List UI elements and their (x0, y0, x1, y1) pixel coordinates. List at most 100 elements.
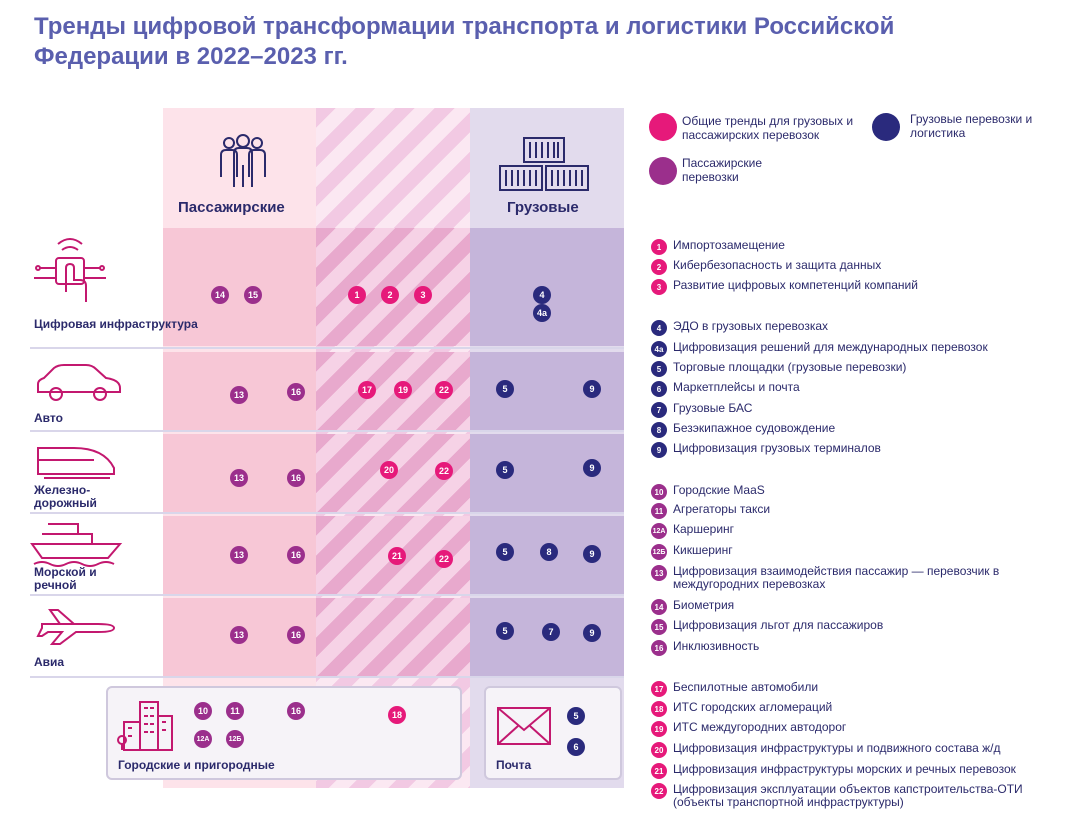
trend-text: Кикшеринг (673, 543, 733, 557)
plane-icon (36, 609, 116, 645)
trend-badge: 13 (230, 469, 248, 487)
trend-badge: 16 (287, 702, 305, 720)
trend-badge: 7 (542, 623, 560, 641)
trend-num-badge: 18 (651, 701, 667, 717)
trend-list-item: 21 Цифровизация инфраструктуры морских и … (651, 763, 1071, 779)
trend-list-item: 20 Цифровизация инфраструктуры и подвижно… (651, 742, 1071, 758)
trend-text: ЭДО в грузовых перевозках (673, 319, 829, 333)
trend-list-item: 2 Кибербезопасность и защита данных (651, 259, 1071, 275)
car-icon (37, 364, 121, 401)
trend-list-item: 15 Цифровизация льгот для пассажиров (651, 619, 1071, 635)
trend-badge: 12А (194, 730, 212, 748)
trend-badge: 11 (226, 702, 244, 720)
trend-list-item: 11 Агрегаторы такси (651, 503, 1071, 519)
trend-text: Цифровизация льгот для пассажиров (673, 618, 884, 632)
trend-text: Биометрия (673, 598, 735, 612)
trend-list-item: 3 Развитие цифровых компетенций компаний (651, 279, 1071, 295)
trend-text: Цифровизация инфраструктуры и подвижного… (673, 741, 1001, 755)
legend-passenger-text: Пассажирские перевозки (682, 156, 763, 184)
trend-text: Агрегаторы такси (673, 502, 771, 516)
trend-num-badge: 12А (651, 523, 667, 539)
trend-num-badge: 6 (651, 381, 667, 397)
urban-label: Городские и пригородные (118, 758, 275, 772)
trend-badge: 14 (211, 286, 229, 304)
passenger-column-header: Пассажирские (178, 199, 285, 216)
trend-num-badge: 9 (651, 442, 667, 458)
trend-text: Кибербезопасность и защита данных (673, 258, 882, 272)
row-label-auto: Авто (34, 411, 63, 425)
trend-text: Каршеринг (673, 522, 735, 536)
trend-list-item: 16 Инклюзивность (651, 640, 1071, 656)
trend-list-item: 12Б Кикшеринг (651, 544, 1071, 560)
train-icon (37, 447, 115, 479)
trend-text: Маркетплейсы и почта (673, 380, 800, 394)
trend-badge: 5 (567, 707, 585, 725)
touch-hand-icon (34, 238, 106, 302)
trend-list-item: 19 ИТС междугородних автодорог (651, 721, 1071, 737)
trend-num-badge: 1 (651, 239, 667, 255)
page-title: Тренды цифровой трансформации транспорта… (34, 13, 895, 70)
row-divider (30, 430, 624, 432)
row-label-rail: Железно-дорожный (34, 483, 97, 510)
post-label: Почта (496, 758, 532, 772)
trend-badge: 9 (583, 624, 601, 642)
trend-num-badge: 3 (651, 279, 667, 295)
trend-num-badge: 21 (651, 763, 667, 779)
trend-list-item: 1 Импортозамещение (651, 239, 1071, 255)
trend-num-badge: 12Б (651, 544, 667, 560)
trend-text: Цифровизация инфраструктуры морских и ре… (673, 762, 1016, 776)
trend-num-badge: 17 (651, 681, 667, 697)
trend-badge: 17 (358, 381, 376, 399)
trend-badge: 8 (540, 543, 558, 561)
trend-list-item: 12А Каршеринг (651, 523, 1071, 539)
row-divider (30, 594, 624, 596)
trend-badge: 13 (230, 546, 248, 564)
trend-list-item: 5 Торговые площадки (грузовые перевозки) (651, 361, 1071, 377)
legend-common-dot (649, 113, 677, 141)
trend-list-item: 14 Биометрия (651, 599, 1071, 615)
trend-badge: 5 (496, 461, 514, 479)
trend-num-badge: 14 (651, 599, 667, 615)
trend-num-badge: 19 (651, 721, 667, 737)
trend-text: Цифровизация эксплуатации объектов капст… (673, 782, 1023, 809)
row-divider (30, 676, 624, 678)
legend-freight-text: Грузовые перевозки и логистика (910, 112, 1033, 140)
row-label-digital: Цифровая инфраструктура (34, 317, 198, 331)
trend-list-item: 4 ЭДО в грузовых перевозках (651, 320, 1071, 336)
trend-list-item: 9 Цифровизация грузовых терминалов (651, 442, 1071, 458)
trend-badge: 16 (287, 383, 305, 401)
trend-list-item: 7 Грузовые БАС (651, 402, 1071, 418)
post-box (484, 686, 622, 780)
trend-list-item: 6 Маркетплейсы и почта (651, 381, 1071, 397)
trend-text: Городские MaaS (673, 483, 765, 497)
trend-list-item: 17 Беспилотные автомобили (651, 681, 1071, 697)
row-label-air: Авиа (34, 655, 65, 669)
trend-list-item: 22 Цифровизация эксплуатации объектов кап… (651, 783, 1071, 809)
row-label-sea: Морской и речной (34, 565, 97, 592)
trend-text: Беспилотные автомобили (673, 680, 819, 694)
trend-badge: 16 (287, 626, 305, 644)
trend-text: Грузовые БАС (673, 401, 753, 415)
legend-passenger-dot (649, 157, 677, 185)
trend-num-badge: 4 (651, 320, 667, 336)
trend-badge: 13 (230, 626, 248, 644)
trend-text: Развитие цифровых компетенций компаний (673, 278, 918, 292)
trend-badge: 13 (230, 386, 248, 404)
trend-num-badge: 7 (651, 402, 667, 418)
trend-text: Безэкипажное судовождение (673, 421, 836, 435)
city-buildings-icon (117, 701, 173, 751)
trend-list-item: 8 Безэкипажное судовождение (651, 422, 1071, 438)
trend-badge: 9 (583, 380, 601, 398)
trend-badge: 9 (583, 459, 601, 477)
trend-badge: 15 (244, 286, 262, 304)
trend-num-badge: 16 (651, 640, 667, 656)
trend-badge: 22 (435, 381, 453, 399)
trend-num-badge: 8 (651, 422, 667, 438)
trend-badge: 4 (533, 286, 551, 304)
trend-badge: 5 (496, 380, 514, 398)
trend-badge: 22 (435, 462, 453, 480)
people-icon (220, 134, 266, 187)
trend-badge: 22 (435, 550, 453, 568)
trend-badge: 20 (380, 461, 398, 479)
row-divider (30, 347, 624, 349)
